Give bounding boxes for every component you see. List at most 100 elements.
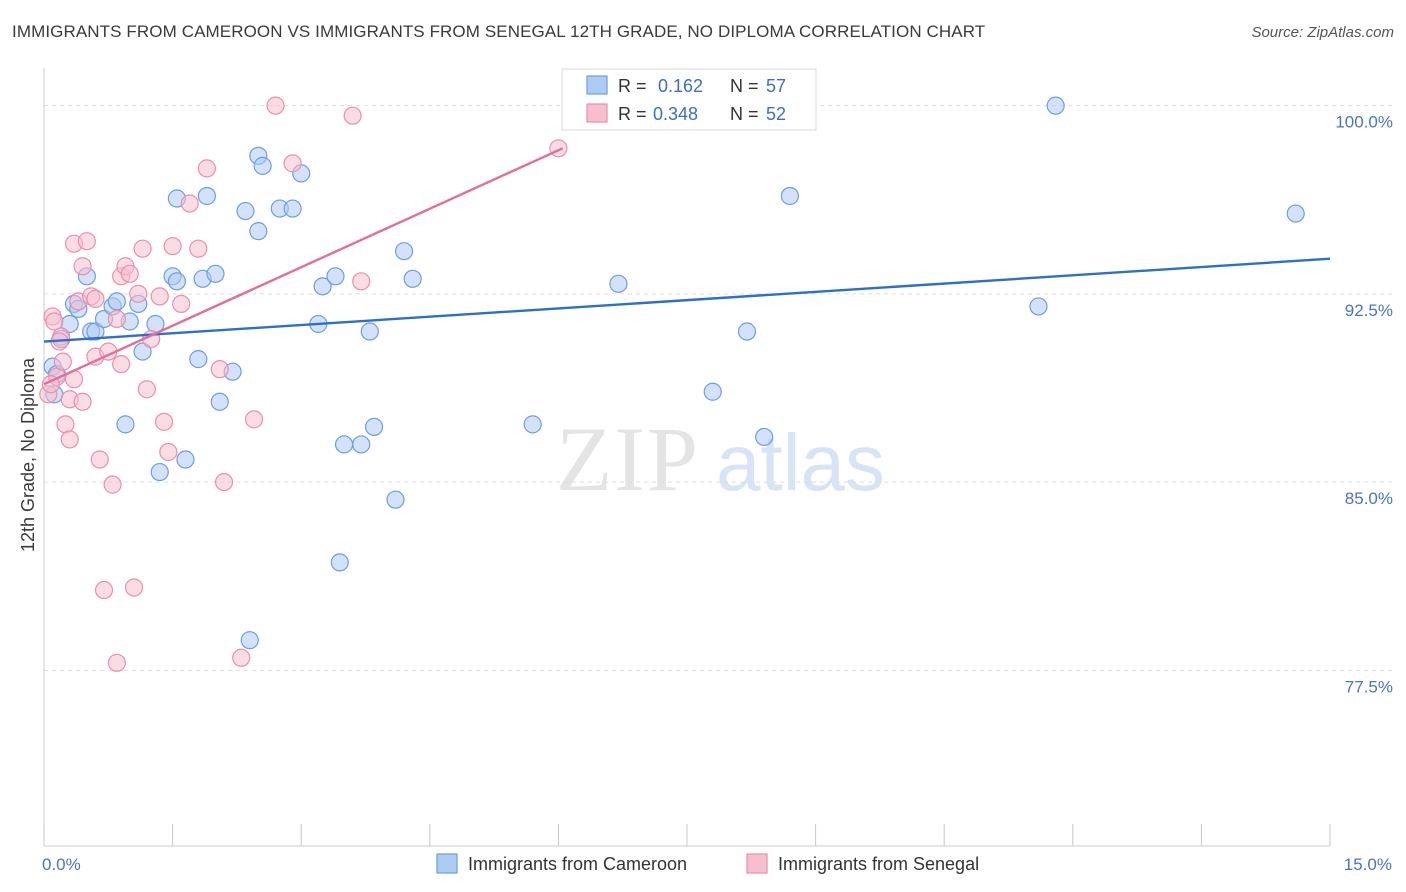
point-senegal (112, 355, 131, 374)
point-senegal (283, 154, 302, 173)
point-cameroon (150, 462, 169, 482)
point-senegal (120, 264, 139, 283)
bottom-legend: Immigrants from Cameroon Immigrants from… (436, 853, 979, 874)
point-senegal (133, 239, 152, 258)
legend-n-label-1: N = (730, 76, 759, 96)
y-tick-label: 92.5% (1345, 301, 1393, 320)
point-cameroon (283, 199, 302, 218)
point-cameroon (326, 267, 345, 286)
point-senegal (103, 475, 122, 494)
point-cameroon (737, 322, 757, 341)
watermark-atlas: atlas (716, 418, 885, 507)
point-cameroon (1046, 96, 1065, 115)
legend-r-value-1: 0.162 (658, 76, 703, 96)
point-cameroon (167, 272, 186, 291)
point-cameroon (236, 201, 255, 221)
point-senegal (124, 578, 144, 597)
bottom-legend-swatch-senegal (746, 853, 768, 874)
point-senegal (197, 159, 216, 178)
legend-n-value-2: 52 (766, 104, 786, 124)
point-cameroon (133, 342, 152, 361)
point-cameroon (780, 186, 799, 206)
point-cameroon (86, 322, 105, 341)
points (39, 96, 1305, 672)
point-cameroon (609, 274, 628, 293)
y-axis-label: 12th Grade, No Diploma (18, 357, 38, 552)
legend: R = 0.162 N = 57 R = 0.348 N = 52 (561, 68, 817, 131)
point-senegal (60, 430, 79, 449)
point-cameroon (755, 427, 774, 447)
point-senegal (45, 312, 64, 331)
point-senegal (107, 653, 126, 672)
point-cameroon (364, 417, 384, 436)
point-cameroon (107, 292, 126, 311)
point-senegal (137, 380, 156, 399)
point-senegal (53, 352, 72, 371)
point-cameroon (313, 277, 332, 296)
point-cameroon (1286, 204, 1305, 223)
point-cameroon (189, 350, 208, 369)
point-cameroon (334, 435, 354, 454)
point-cameroon (210, 392, 229, 411)
y-tick-label: 100.0% (1335, 113, 1393, 132)
point-senegal (90, 450, 109, 469)
trend-line-senegal (43, 147, 564, 386)
chart-title: IMMIGRANTS FROM CAMEROON VS IMMIGRANTS F… (12, 22, 986, 41)
legend-swatch-senegal (586, 103, 608, 123)
point-cameroon (360, 322, 379, 341)
point-cameroon (403, 269, 422, 288)
point-senegal (159, 442, 178, 462)
point-senegal (163, 237, 182, 256)
watermark-zip: ZIP (556, 408, 700, 510)
bottom-legend-cameroon: Immigrants from Cameroon (468, 854, 687, 874)
legend-n-value-1: 57 (766, 76, 786, 96)
point-cameroon (253, 156, 272, 175)
point-cameroon (240, 631, 259, 650)
y-tick-label: 85.0% (1345, 489, 1393, 508)
trend-line-cameroon (43, 257, 1331, 343)
point-senegal (180, 194, 199, 213)
legend-r-label-2: R = (618, 104, 647, 124)
point-senegal (107, 309, 126, 329)
legend-swatch-cameroon (586, 75, 608, 95)
point-senegal (56, 415, 75, 434)
source-label: Source: ZipAtlas.com (1251, 24, 1394, 41)
ticks: 100.0% 92.5% 85.0% 77.5% 0.0% 15.0% (42, 113, 1393, 874)
point-senegal (154, 412, 174, 431)
point-senegal (232, 648, 251, 667)
bottom-legend-swatch-cameroon (436, 853, 458, 874)
legend-r-value-2: 0.348 (653, 104, 698, 124)
x-tick-label: 15.0% (1344, 855, 1392, 874)
point-senegal (73, 257, 92, 276)
point-senegal (266, 96, 285, 115)
legend-n-label-2: N = (730, 104, 759, 124)
legend-r-label-1: R = (618, 76, 647, 96)
point-senegal (189, 239, 208, 258)
point-senegal (210, 360, 229, 379)
bottom-legend-senegal: Immigrants from Senegal (778, 854, 979, 874)
point-cameroon (197, 186, 216, 206)
point-cameroon (1029, 297, 1048, 316)
point-senegal (244, 410, 264, 429)
point-cameroon (394, 242, 414, 261)
point-senegal (343, 106, 362, 125)
point-cameroon (249, 222, 268, 241)
point-senegal (214, 472, 234, 492)
point-cameroon (176, 450, 195, 469)
point-cameroon (352, 435, 371, 454)
point-senegal (129, 284, 148, 303)
point-senegal (73, 392, 92, 411)
point-senegal (94, 580, 114, 600)
point-senegal (86, 289, 105, 308)
x-tick-label: 0.0% (42, 855, 81, 874)
point-cameroon (523, 415, 542, 434)
point-senegal (172, 294, 191, 314)
point-senegal (352, 272, 371, 291)
point-senegal (150, 287, 169, 306)
point-cameroon (386, 490, 405, 509)
point-senegal (77, 232, 96, 251)
point-cameroon (206, 264, 225, 283)
point-cameroon (116, 415, 135, 434)
point-cameroon (703, 382, 722, 401)
